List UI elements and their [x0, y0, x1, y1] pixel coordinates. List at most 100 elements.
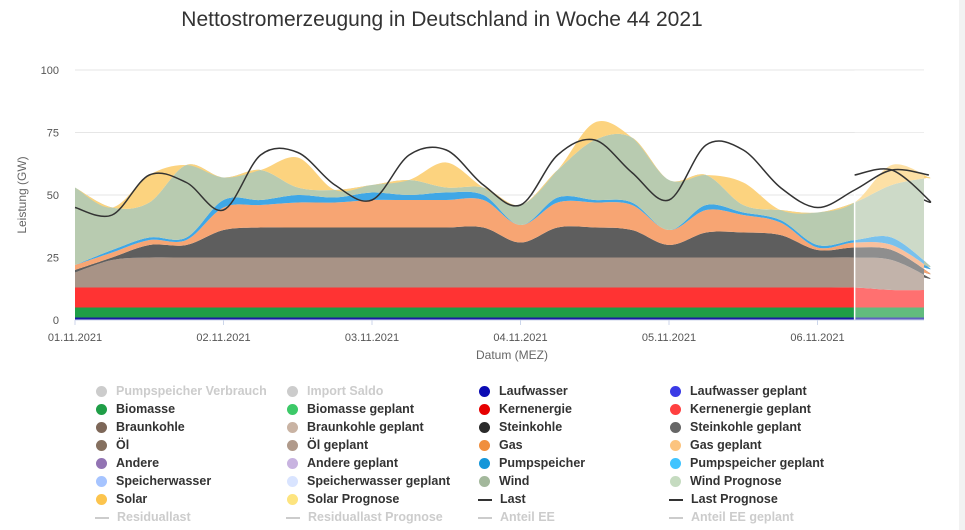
legend-dot-icon — [670, 440, 681, 452]
legend-item-pumpspeicher[interactable]: Pumpspeicher — [478, 456, 585, 474]
legend-item-anteil-ee-geplant[interactable]: Anteil EE geplant — [669, 510, 794, 528]
legend-label: Steinkohle — [499, 420, 563, 434]
legend-label: Speicherwasser — [116, 474, 212, 488]
area-kernenergie — [75, 287, 931, 308]
legend-item-kernenergie-geplant[interactable]: Kernenergie geplant — [669, 402, 811, 420]
legend-item-gas-geplant[interactable]: Gas geplant — [669, 438, 762, 456]
legend-item-andere-geplant[interactable]: Andere geplant — [286, 456, 398, 474]
x-tick-label: 04.11.2021 — [493, 332, 547, 344]
legend-item-biomasse-geplant[interactable]: Biomasse geplant — [286, 402, 414, 420]
legend-item-wind-prognose[interactable]: Wind Prognose — [669, 474, 782, 492]
legend-label: Pumpspeicher Verbrauch — [116, 384, 267, 398]
legend-dot-icon — [287, 404, 298, 416]
legend-dot-icon — [479, 458, 490, 470]
chart-plot: 0 25 50 75 100 01.11.2021 02.11.2021 03.11.2021… — [15, 65, 932, 362]
legend-line-icon — [95, 516, 109, 519]
legend-dot-icon — [287, 440, 298, 452]
scrollbar-track[interactable] — [959, 0, 965, 530]
x-tick-label: 05.11.2021 — [642, 332, 696, 344]
legend-label: Solar Prognose — [307, 492, 400, 506]
legend-item-wind[interactable]: Wind — [478, 474, 529, 492]
legend-item-öl-geplant[interactable]: Öl geplant — [286, 438, 368, 456]
legend-label: Kernenergie geplant — [690, 402, 811, 416]
forecast-overlay — [854, 70, 924, 320]
legend-item-solar-prognose[interactable]: Solar Prognose — [286, 492, 399, 510]
legend-item-steinkohle[interactable]: Steinkohle — [478, 420, 562, 438]
legend-line-icon — [286, 516, 300, 519]
x-tick-label: 02.11.2021 — [196, 332, 250, 344]
legend-dot-icon — [96, 422, 107, 434]
legend-label: Last Prognose — [691, 492, 778, 506]
legend-dot-icon — [670, 422, 681, 434]
legend-dot-icon — [96, 404, 107, 416]
legend-label: Gas — [499, 438, 523, 452]
legend-dot-icon — [96, 386, 107, 398]
legend-item-öl[interactable]: Öl — [95, 438, 129, 456]
legend-dot-icon — [96, 476, 107, 488]
legend-label: Biomasse geplant — [307, 402, 414, 416]
legend-item-laufwasser[interactable]: Laufwasser — [478, 384, 568, 402]
legend-dot-icon — [287, 494, 298, 506]
legend-item-import-saldo[interactable]: Import Saldo — [286, 384, 383, 402]
x-tick-label: 01.11.2021 — [48, 332, 102, 344]
area-braunkohle — [75, 257, 931, 291]
legend-item-laufwasser-geplant[interactable]: Laufwasser geplant — [669, 384, 807, 402]
legend-item-kernenergie[interactable]: Kernenergie — [478, 402, 572, 420]
line-last-prognose — [854, 168, 932, 203]
line-last — [74, 138, 930, 218]
legend-dot-icon — [479, 422, 490, 434]
legend-item-residuallast-prognose[interactable]: Residuallast Prognose — [286, 510, 443, 528]
legend-item-braunkohle-geplant[interactable]: Braunkohle geplant — [286, 420, 424, 438]
legend-label: Wind — [499, 474, 530, 488]
area-laufwasser — [75, 317, 931, 320]
legend-item-pumpspeicher-geplant[interactable]: Pumpspeicher geplant — [669, 456, 824, 474]
legend-item-braunkohle[interactable]: Braunkohle — [95, 420, 185, 438]
legend-item-last[interactable]: Last — [478, 492, 526, 510]
legend-item-speicherwasser[interactable]: Speicherwasser — [95, 474, 211, 492]
y-tick-label: 25 — [47, 253, 59, 265]
legend-item-pumpspeicher-verbrauch[interactable]: Pumpspeicher Verbrauch — [95, 384, 267, 402]
legend-label: Biomasse — [116, 402, 176, 416]
legend-dot-icon — [287, 476, 298, 488]
legend-dot-icon — [479, 404, 490, 416]
legend-label: Residuallast — [117, 510, 191, 524]
legend-label: Import Saldo — [307, 384, 384, 398]
legend-item-steinkohle-geplant[interactable]: Steinkohle geplant — [669, 420, 801, 438]
legend-label: Steinkohle geplant — [690, 420, 802, 434]
legend-label: Last — [500, 492, 526, 506]
legend-item-anteil-ee[interactable]: Anteil EE — [478, 510, 555, 528]
legend-label: Anteil EE geplant — [691, 510, 794, 524]
legend-label: Andere geplant — [307, 456, 398, 470]
legend-item-biomasse[interactable]: Biomasse — [95, 402, 175, 420]
legend-label: Kernenergie — [499, 402, 572, 416]
y-tick-label: 75 — [47, 128, 59, 140]
legend-label: Wind Prognose — [690, 474, 782, 488]
legend-dot-icon — [479, 440, 490, 452]
legend-dot-icon — [479, 476, 490, 488]
legend-dot-icon — [96, 458, 107, 470]
chart-title: Nettostromerzeugung in Deutschland in Wo… — [181, 8, 703, 31]
legend-label: Solar — [116, 492, 148, 506]
legend-item-last-prognose[interactable]: Last Prognose — [669, 492, 778, 510]
legend-label: Gas geplant — [690, 438, 762, 452]
legend-dot-icon — [670, 404, 681, 416]
x-axis-title: Datum (MEZ) — [476, 348, 548, 362]
legend-line-icon — [669, 498, 683, 501]
legend-item-residuallast[interactable]: Residuallast — [95, 510, 191, 528]
legend-label: Andere — [116, 456, 160, 470]
legend-label: Anteil EE — [500, 510, 555, 524]
legend-label: Laufwasser — [499, 384, 568, 398]
legend-item-speicherwasser-geplant[interactable]: Speicherwasser geplant — [286, 474, 450, 492]
legend-dot-icon — [479, 386, 490, 398]
y-axis-title: Leistung (GW) — [15, 156, 29, 233]
legend-dot-icon — [670, 386, 681, 398]
legend-line-icon — [669, 516, 683, 519]
legend-item-solar[interactable]: Solar — [95, 492, 147, 510]
legend-label: Laufwasser geplant — [690, 384, 807, 398]
legend-item-gas[interactable]: Gas — [478, 438, 523, 456]
legend-line-icon — [478, 516, 492, 519]
legend-item-andere[interactable]: Andere — [95, 456, 159, 474]
area-biomasse — [75, 307, 931, 318]
y-tick-label: 50 — [47, 190, 59, 202]
legend-label: Braunkohle geplant — [307, 420, 424, 434]
